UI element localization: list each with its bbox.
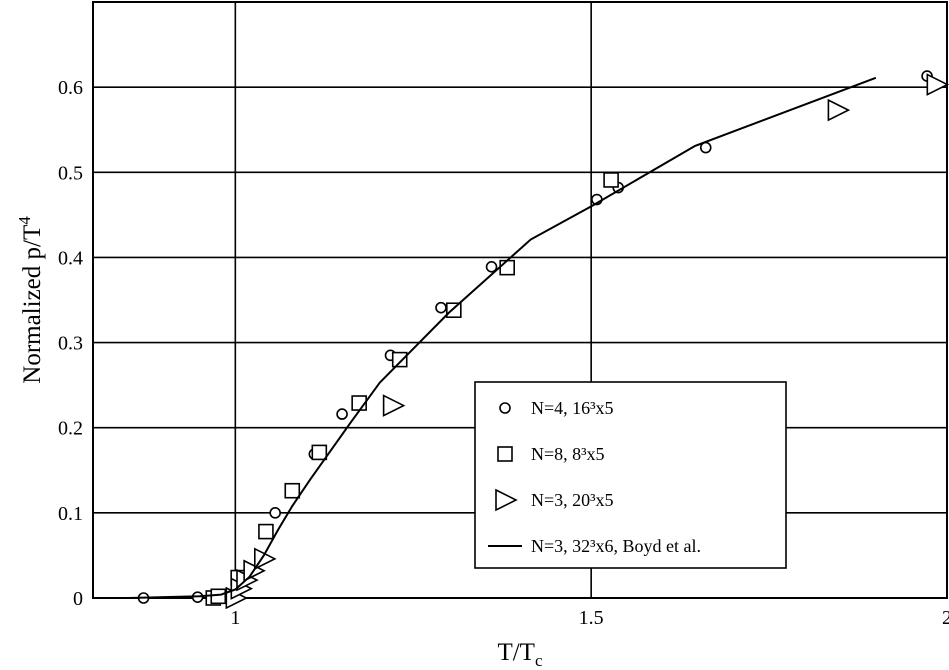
legend-box (474, 381, 787, 569)
square-marker (497, 446, 513, 462)
x-label-sub: c (535, 651, 543, 670)
y-tick-label: 0 (73, 588, 83, 610)
legend-label: N=8, 8³x5 (531, 444, 605, 464)
legend-label: N=3, 32³x6, Boyd et al. (531, 536, 701, 556)
y-tick-label: 0.4 (58, 247, 83, 269)
square-marker (603, 172, 619, 188)
circle-marker (485, 260, 498, 273)
x-label-main: T/T (497, 639, 535, 666)
legend-label: N=4, 16³x5 (531, 398, 614, 418)
series-line (93, 76, 877, 599)
circle-marker (336, 408, 348, 420)
y-label-sup: 4 (15, 216, 34, 225)
x-tick-label: 1.5 (579, 607, 604, 629)
triangle-marker (495, 488, 518, 512)
y-tick-label: 0.3 (58, 333, 83, 355)
plot-frame (92, 1, 948, 599)
triangle-marker (926, 73, 949, 96)
y-tick-label: 0.1 (58, 503, 83, 525)
square-marker (446, 302, 462, 319)
square-marker (284, 482, 301, 499)
square-marker (311, 444, 328, 461)
x-axis-label: T/Tc (497, 639, 543, 670)
y-tick-label: 0.5 (58, 162, 83, 184)
y-axis-label: Normalized p/T4 (15, 216, 46, 384)
x-tick-label: 1 (230, 607, 240, 629)
legend-label: N=3, 20³x5 (531, 490, 614, 510)
x-tick-label: 2 (942, 607, 949, 629)
square-marker (210, 588, 227, 605)
circle-marker (435, 301, 447, 314)
circle-marker (269, 507, 281, 519)
circle-marker (499, 402, 511, 414)
square-marker (391, 351, 408, 368)
y-tick-label: 0.2 (58, 418, 83, 440)
square-marker (258, 523, 274, 540)
y-label-main: Normalized p/T (19, 225, 46, 384)
triangle-marker (827, 98, 851, 122)
legend: N=4, 16³x5 N=8, 8³x5 N=3, 20³x5 N=3, 32³x6,… (474, 381, 787, 569)
triangle-marker (382, 394, 406, 417)
square-marker (499, 259, 515, 276)
y-tick-label: 0.6 (58, 77, 83, 99)
